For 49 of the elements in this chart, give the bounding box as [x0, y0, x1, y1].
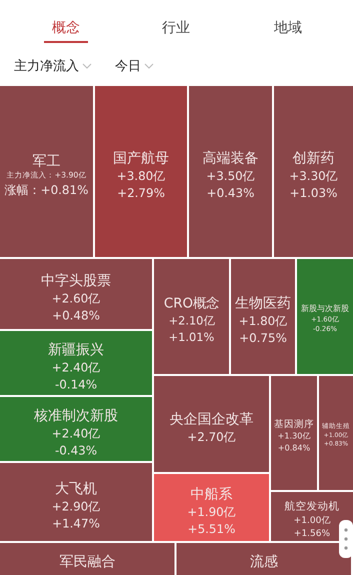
- category-label: 新股与次新股: [301, 304, 349, 314]
- category-label: CRO概念: [164, 296, 220, 312]
- data-label: +2.40亿: [52, 360, 100, 374]
- data-label: +2.79%: [117, 186, 165, 200]
- data-label: +3.30亿: [289, 168, 338, 183]
- data-label: +1.56%: [294, 528, 331, 539]
- data-label: +1.47%: [52, 516, 100, 531]
- data-label: +3.50亿: [206, 168, 255, 183]
- data-label: +2.60亿: [52, 291, 100, 306]
- data-label: +0.43%: [206, 186, 254, 200]
- text: 今日: [115, 59, 141, 74]
- data-label: -0.14%: [54, 378, 98, 392]
- data-label: +1.90亿: [187, 504, 236, 519]
- data-label: +1.01%: [168, 330, 215, 344]
- data-label: +1.30亿: [278, 432, 310, 441]
- category-label: 流感: [250, 554, 278, 570]
- category-label: 中字头股票: [41, 272, 111, 289]
- text: 行业: [162, 20, 190, 36]
- data-label: +3.80亿: [116, 168, 166, 183]
- text: 概念: [52, 20, 80, 36]
- text: 涨幅：: [4, 183, 41, 198]
- data-label: -0.43%: [54, 444, 98, 458]
- data-label: +0.48%: [52, 308, 100, 323]
- category-label: 核准制次新股: [33, 408, 118, 424]
- category-label: 央企国企改革: [170, 411, 254, 428]
- category-label: 创新药: [292, 150, 334, 166]
- category-label: 军工: [32, 153, 60, 170]
- category-label: 中船系: [190, 486, 232, 502]
- category-label: 生物医药: [235, 295, 291, 312]
- category-label: 航空发动机: [284, 500, 340, 513]
- category-label: 国产航母: [113, 150, 169, 166]
- data-label: +2.40亿: [52, 426, 100, 440]
- category-label: 大飞机: [55, 480, 97, 497]
- data-label: +5.51%: [188, 522, 236, 536]
- category-label: 基因测序: [274, 418, 314, 430]
- category-label: 军民融合: [59, 554, 116, 570]
- data-label: +0.84%: [278, 443, 311, 452]
- text: 主力净流入: [14, 58, 79, 74]
- text: 地域: [273, 20, 302, 36]
- data-label: +1.03%: [290, 186, 338, 200]
- data-label: +1.80亿: [238, 314, 288, 328]
- data-label: +0.81%: [40, 183, 88, 198]
- data-label: +1.00亿: [294, 514, 330, 526]
- data-label: +2.10亿: [168, 314, 214, 328]
- data-label: +0.75%: [239, 331, 287, 346]
- data-label: +2.90亿: [52, 499, 100, 514]
- category-label: 新疆振兴: [48, 342, 104, 358]
- data-label: +2.70亿: [187, 430, 236, 444]
- category-label: 高端装备: [202, 150, 258, 166]
